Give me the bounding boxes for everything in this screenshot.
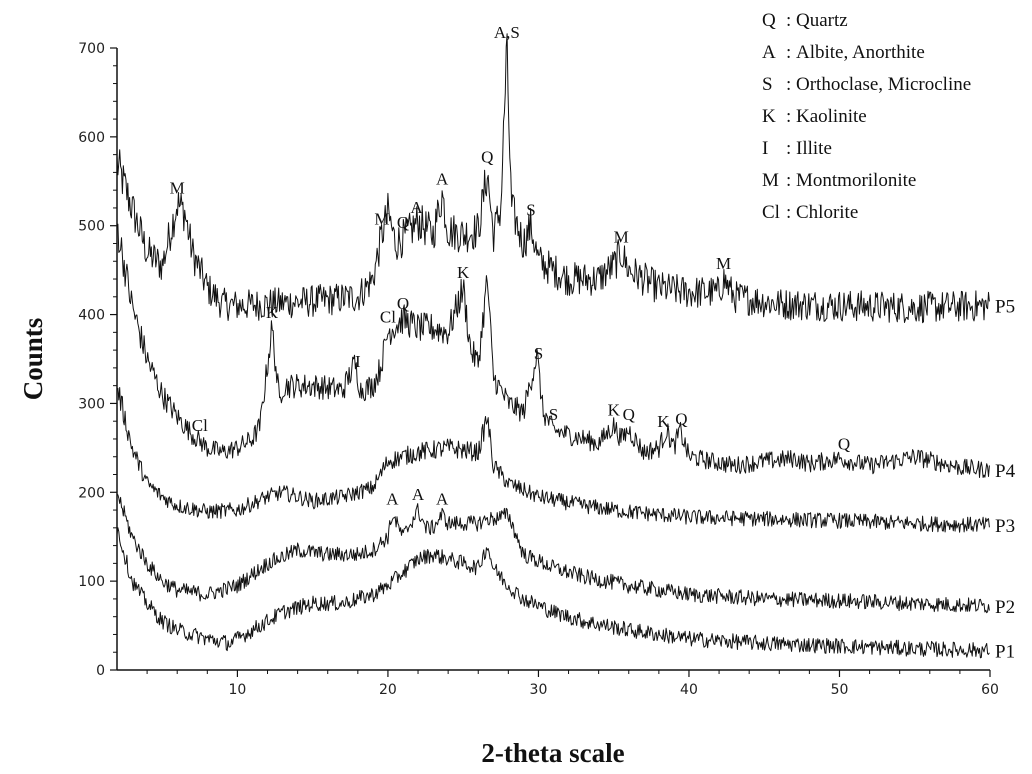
y-tick-label: 700 [78,41,105,57]
legend-code: I [762,138,768,159]
legend-code: M [762,170,779,191]
series-line-p2 [116,493,990,614]
x-tick-label: 30 [530,682,548,698]
legend-name: Kaolinite [796,106,867,127]
legend-name: Albite, Anorthite [796,42,925,63]
series-label-p4: P4 [995,461,1016,482]
peak-label: I [355,352,361,371]
legend-separator: : [786,202,791,223]
legend-name: Chlorite [796,202,858,223]
legend-code: S [762,74,773,95]
peak-label: A [436,490,449,509]
peak-label: Q [397,294,409,313]
y-tick-label: 200 [78,485,105,501]
axes: 10 20 30 40 50 60 0 100 200 300 400 500 600 700 2-th… [18,41,999,768]
peak-label: A [410,198,423,217]
peak-label: Q [397,213,409,232]
series-label-p2: P2 [995,597,1015,618]
peak-label: M [614,227,629,246]
legend-separator: : [786,10,791,31]
x-tick-label: 40 [680,682,698,698]
peak-label: M [716,254,731,273]
legend-name: Illite [796,138,832,159]
peak-label: S [534,344,543,363]
series-line-p5 [116,33,990,324]
legend-code: A [762,42,776,63]
peak-label: A [412,485,425,504]
peak-label: Q [675,410,687,429]
series-line-p3 [116,387,990,533]
peak-label: Q [481,147,493,166]
peak-label: Q [623,405,635,424]
peak-label: K [608,401,621,420]
peak-label: A [386,490,399,509]
x-ticks: 10 20 30 40 50 60 [146,670,999,698]
series-labels: P5 P4 P3 P2 P1 [995,297,1016,663]
legend-name: Montmorilonite [796,170,916,191]
x-tick-label: 20 [379,682,397,698]
x-tick-label: 10 [228,682,246,698]
x-tick-label: 50 [831,682,849,698]
series-layer [116,33,990,659]
y-tick-label: 500 [78,219,105,235]
y-tick-label: 0 [96,663,105,679]
peak-label: A,S [494,23,520,42]
y-tick-label: 600 [78,130,105,146]
series-line-p4 [116,223,990,478]
peak-label: K [657,412,670,431]
legend-code: K [762,106,776,127]
peak-label: A [436,170,449,189]
x-axis-title: 2-theta scale [481,738,624,768]
y-ticks: 0 100 200 300 400 500 600 700 [78,41,117,679]
peak-label: Q [838,435,850,454]
peak-label: S [549,405,558,424]
series-label-p5: P5 [995,297,1015,318]
y-tick-label: 400 [78,308,105,324]
legend-code: Cl [762,202,780,223]
peak-label: Cl [380,307,396,326]
x-tick-label: 60 [981,682,999,698]
peak-label: Cl [192,416,208,435]
series-line-p1 [116,527,990,659]
peak-label: K [457,263,470,282]
y-tick-label: 300 [78,396,105,412]
legend-separator: : [786,42,791,63]
legend-separator: : [786,106,791,127]
y-axis-title: Counts [18,318,48,401]
series-label-p3: P3 [995,516,1015,537]
peak-label: S [526,201,535,220]
legend-name: Orthoclase, Microcline [796,74,971,95]
peak-label: M [170,179,185,198]
peak-label: K [266,303,279,322]
legend-code: Q [762,10,776,31]
legend-separator: : [786,170,791,191]
legend-separator: : [786,74,791,95]
y-tick-label: 100 [78,574,105,590]
legend-name: Quartz [796,10,848,31]
series-label-p1: P1 [995,641,1015,662]
legend-separator: : [786,138,791,159]
peak-label: M [374,210,389,229]
